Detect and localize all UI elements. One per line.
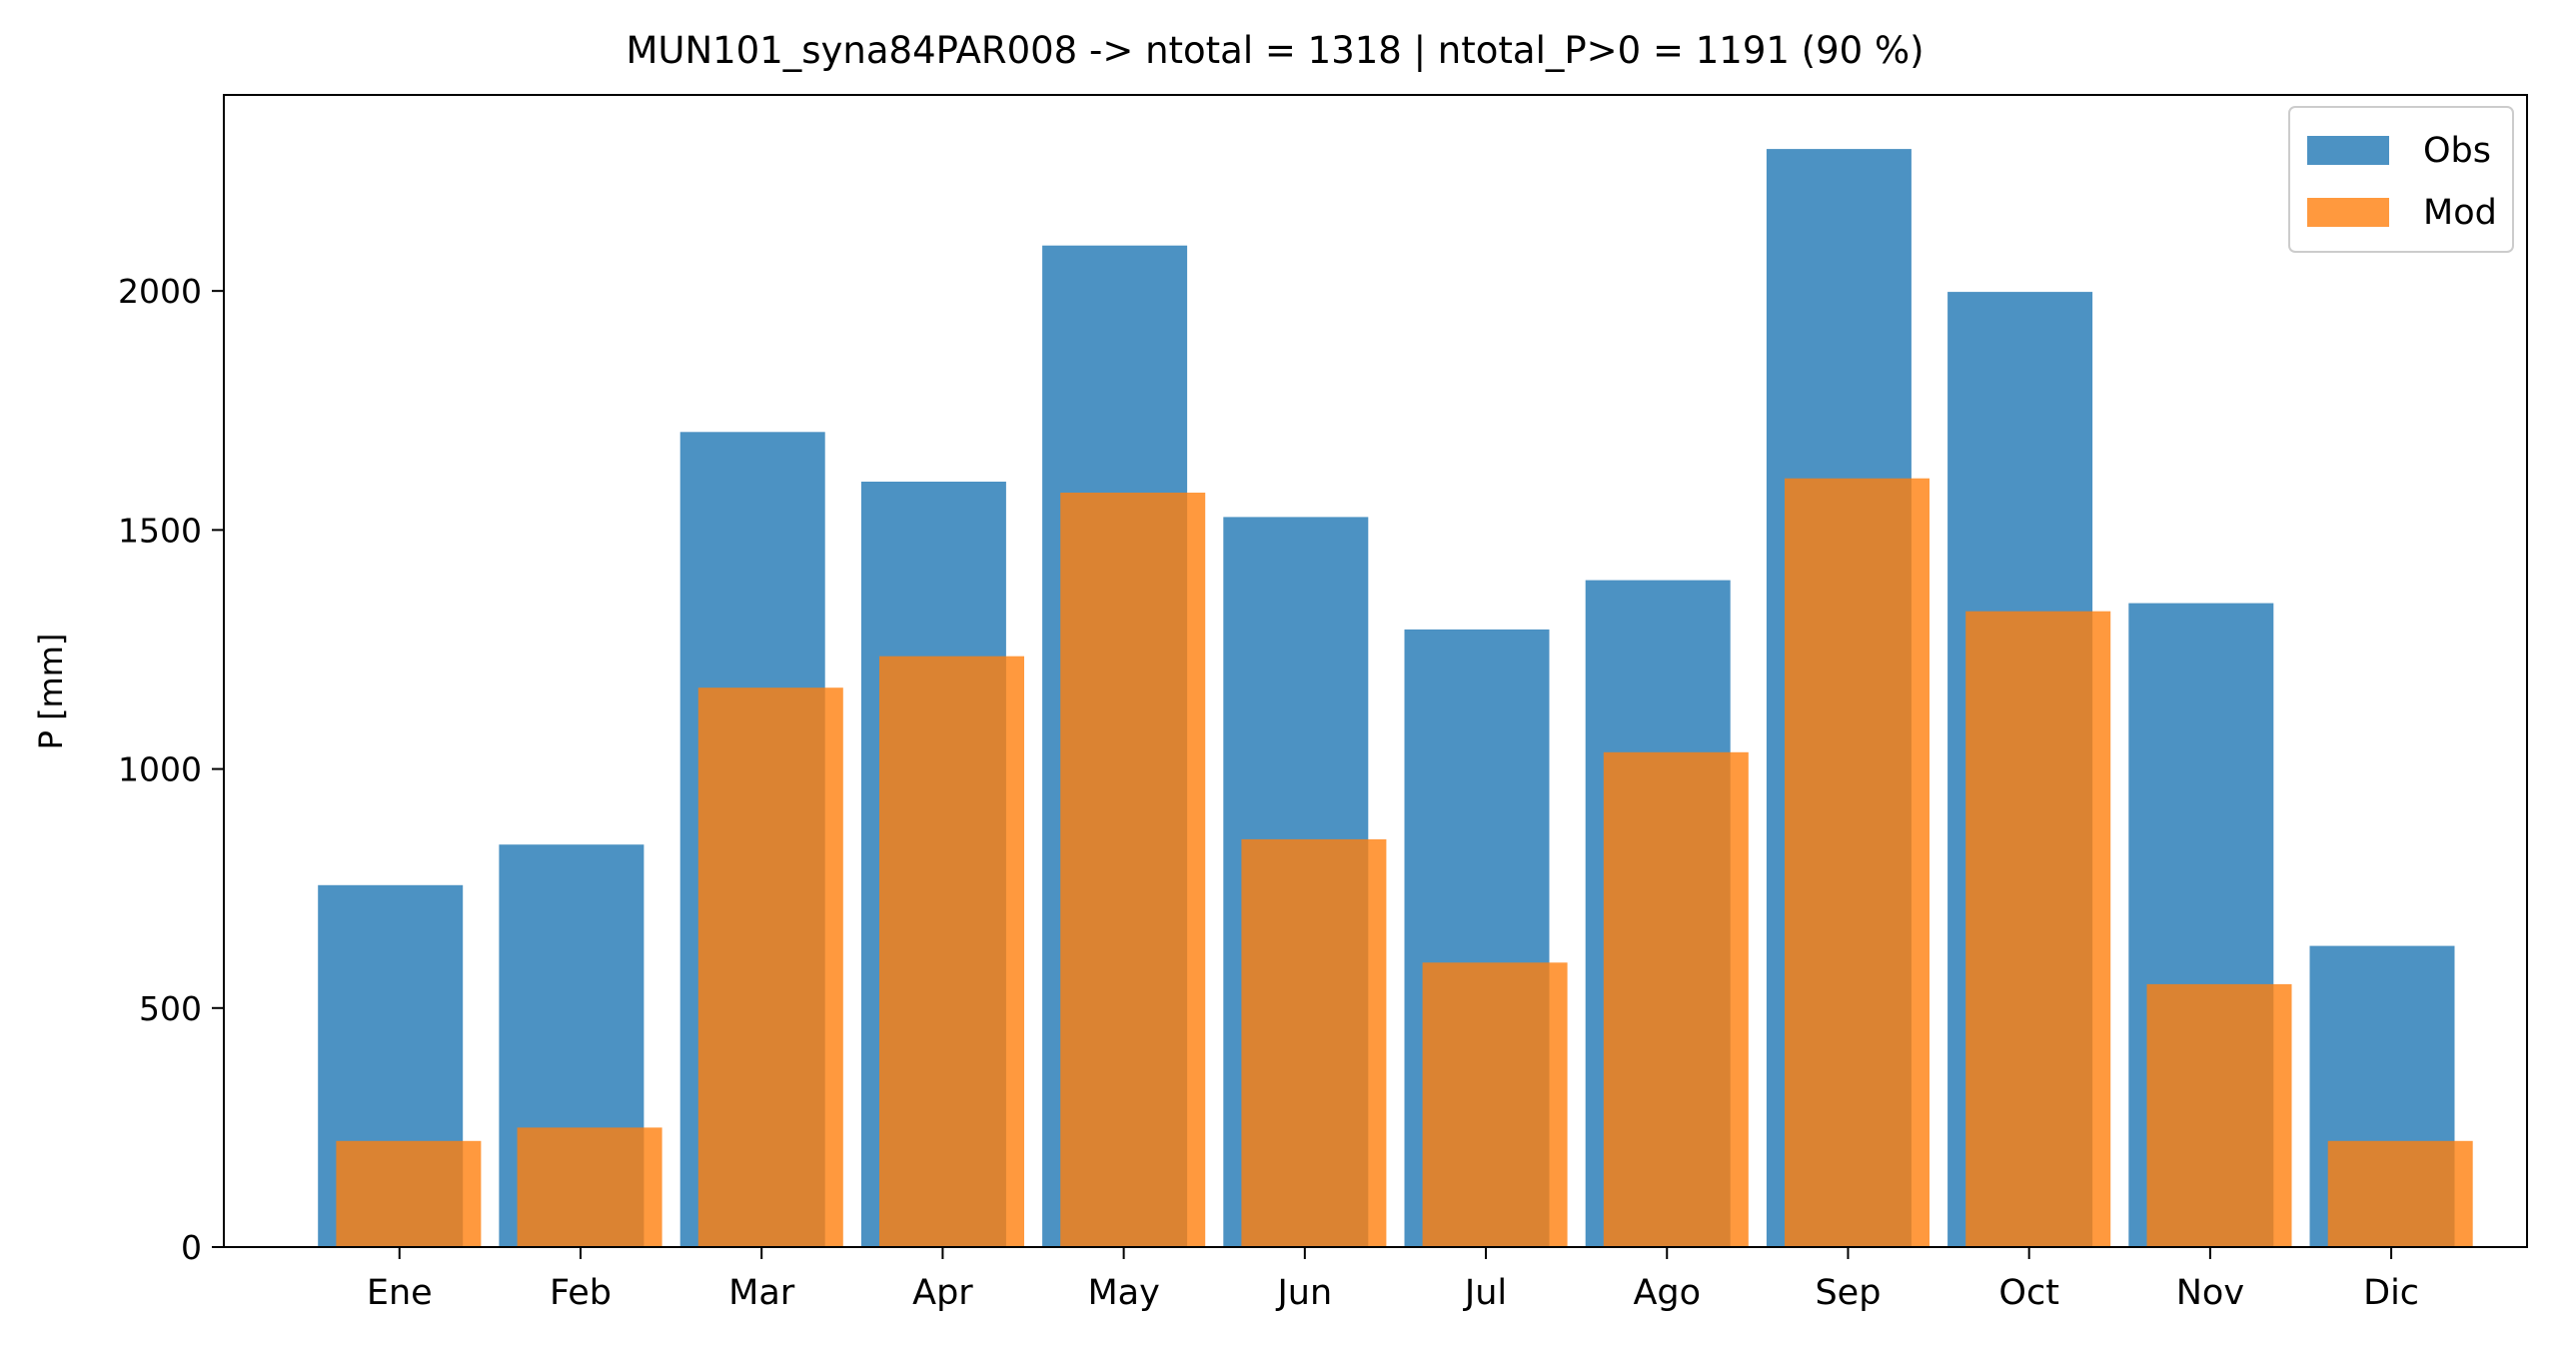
- legend: Obs Mod: [2288, 106, 2514, 253]
- x-tick-label-ene: Ene: [367, 1273, 433, 1313]
- x-axis-ticks: Ene Feb Mar Apr May Jun Jul Ago Sep Oct Nov Dic: [367, 1247, 2419, 1313]
- bar-mod-nov: [2146, 983, 2292, 1247]
- y-tick-label: 2000: [118, 272, 202, 311]
- x-tick-label-jul: Jul: [1463, 1273, 1507, 1313]
- plot-frame: [223, 94, 2528, 1248]
- x-tick-label-feb: Feb: [550, 1273, 612, 1313]
- bar-mod-may: [1060, 493, 1206, 1247]
- bar-mod-sep: [1785, 478, 1930, 1247]
- x-tick-label-mar: Mar: [728, 1273, 795, 1313]
- x-tick-label-sep: Sep: [1815, 1273, 1881, 1313]
- x-tick-label-apr: Apr: [912, 1273, 973, 1313]
- y-tick-label: 0: [181, 1228, 202, 1267]
- bar-mod-jun: [1241, 838, 1387, 1247]
- bar-mod-oct: [1965, 611, 2111, 1247]
- x-tick-label-dic: Dic: [2363, 1273, 2419, 1313]
- legend-swatch-obs: [2307, 136, 2389, 165]
- bar-mod-ene: [336, 1140, 482, 1247]
- legend-label-obs: Obs: [2423, 131, 2491, 171]
- x-tick-label-may: May: [1087, 1273, 1159, 1313]
- y-axis-label: P [mm]: [32, 634, 70, 750]
- x-tick-label-oct: Oct: [1998, 1273, 2059, 1313]
- bar-mod-feb: [517, 1127, 662, 1247]
- y-tick-label: 1500: [118, 511, 202, 550]
- x-tick-label-jun: Jun: [1275, 1273, 1332, 1313]
- y-tick-label: 500: [139, 989, 202, 1028]
- series-mod-bars: [336, 478, 2473, 1247]
- bar-mod-mar: [697, 687, 843, 1247]
- legend-swatch-mod: [2307, 198, 2389, 227]
- y-axis-ticks: 0 500 1000 1500 2000: [118, 272, 224, 1267]
- bar-mod-dic: [2327, 1140, 2473, 1247]
- chart-title: MUN101_syna84PAR008 -> ntotal = 1318 | n…: [626, 29, 1924, 72]
- bar-mod-apr: [879, 656, 1024, 1247]
- y-tick-label: 1000: [118, 750, 202, 789]
- x-tick-label-ago: Ago: [1633, 1273, 1701, 1313]
- x-tick-label-nov: Nov: [2176, 1273, 2244, 1313]
- legend-label-mod: Mod: [2423, 193, 2497, 233]
- bar-mod-ago: [1603, 751, 1749, 1247]
- bar-mod-jul: [1422, 962, 1568, 1247]
